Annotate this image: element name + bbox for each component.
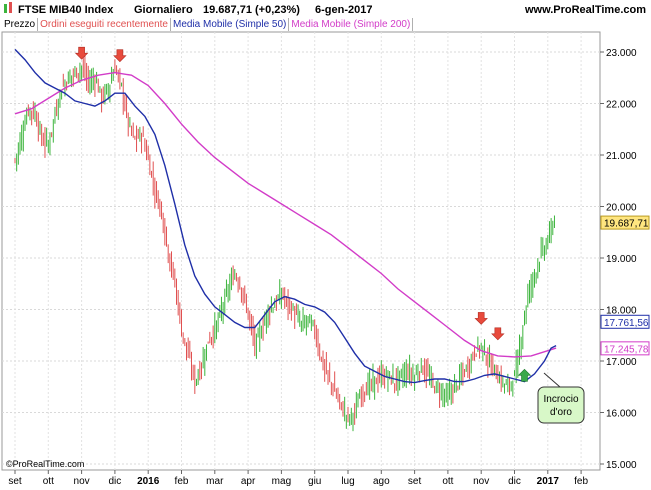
x-tick-label: feb bbox=[574, 476, 588, 487]
price-badge-box bbox=[600, 341, 650, 356]
y-tick-label: 19.000 bbox=[606, 254, 637, 265]
header-bar: FTSE MIB40 Index Giornaliero 19.687,71 (… bbox=[4, 2, 646, 16]
x-tick-label: 2017 bbox=[537, 476, 560, 487]
y-tick-label: 22.000 bbox=[606, 100, 637, 111]
x-tick-label: ago bbox=[373, 476, 390, 487]
x-axis: set ott nov dic 2016 feb mar apr mag giu lug ago set… bbox=[8, 470, 588, 487]
y-tick-label: 21.000 bbox=[606, 151, 637, 162]
instrument-name: FTSE MIB40 Index bbox=[18, 4, 114, 16]
price-badge-label: 17.245,78 bbox=[604, 344, 649, 355]
y-tick-label: 23.000 bbox=[606, 48, 637, 59]
price-badge-box bbox=[600, 314, 650, 329]
ma50-line bbox=[14, 48, 557, 384]
price-badges: 19.687,71 17.761,56 17.245,78 bbox=[600, 215, 650, 356]
annotation-pointer bbox=[543, 372, 561, 388]
site-label: www.ProRealTime.com bbox=[524, 4, 646, 16]
annotation-line2: d'oro bbox=[550, 407, 572, 418]
annotation-box bbox=[537, 386, 585, 424]
legend-bar: Prezzo Ordini eseguiti recentemente Media … bbox=[2, 18, 414, 31]
x-tick-label: mag bbox=[272, 476, 291, 487]
x-tick-label: feb bbox=[175, 476, 189, 487]
price-badge-label: 19.687,71 bbox=[604, 219, 649, 230]
golden-cross-annotation: Incrocio d'oro bbox=[537, 372, 585, 424]
price-candles bbox=[14, 55, 555, 432]
y-tick-label: 20.000 bbox=[606, 203, 637, 214]
x-tick-label: apr bbox=[241, 476, 256, 487]
quote-date: 6-gen-2017 bbox=[315, 4, 372, 16]
x-tick-label: ott bbox=[43, 476, 54, 487]
ma200-line bbox=[14, 71, 557, 358]
y-axis: 15.000 16.000 17.000 18.000 19.000 20.000 21.0… bbox=[600, 48, 637, 471]
x-tick-label: dic bbox=[508, 476, 521, 487]
legend-ma200[interactable]: Media Mobile (Simple 200) bbox=[289, 18, 414, 31]
x-tick-label: giu bbox=[308, 476, 321, 487]
x-tick-label: dic bbox=[109, 476, 122, 487]
x-tick-label: set bbox=[408, 476, 422, 487]
x-tick-label: mar bbox=[206, 476, 224, 487]
watermark: ©ProRealTime.com bbox=[6, 459, 84, 469]
x-tick-label: nov bbox=[473, 476, 489, 487]
legend-price[interactable]: Prezzo bbox=[2, 18, 39, 31]
plot-area bbox=[1, 31, 601, 471]
annotation-line1: Incrocio bbox=[543, 394, 578, 405]
last-quote: 19.687,71 (+0,23%) bbox=[203, 4, 300, 16]
sell-arrow-icon bbox=[474, 312, 488, 325]
x-tick-label: ott bbox=[442, 476, 453, 487]
candle-icon bbox=[4, 4, 7, 13]
sell-arrow-icon bbox=[74, 46, 89, 60]
chart-header: FTSE MIB40 Index Giornaliero 19.687,71 (… bbox=[0, 0, 651, 17]
price-badge-box bbox=[600, 215, 650, 230]
sell-arrow-icon bbox=[491, 327, 505, 341]
y-tick-label: 18.000 bbox=[606, 306, 637, 317]
y-tick-label: 17.000 bbox=[606, 357, 637, 368]
y-tick-label: 15.000 bbox=[606, 460, 637, 471]
order-arrows bbox=[74, 46, 532, 382]
legend-orders[interactable]: Ordini eseguiti recentemente bbox=[38, 18, 171, 31]
price-badge-label: 17.761,56 bbox=[604, 318, 649, 329]
candle-icon-2 bbox=[9, 2, 12, 13]
legend-ma50[interactable]: Media Mobile (Simple 50) bbox=[171, 18, 290, 31]
sell-arrow-icon bbox=[113, 49, 127, 63]
period-label: Giornaliero bbox=[134, 4, 193, 16]
x-tick-label: lug bbox=[341, 476, 354, 487]
buy-arrow-icon bbox=[517, 368, 532, 382]
y-tick-label: 16.000 bbox=[606, 409, 637, 420]
x-tick-label: set bbox=[8, 476, 22, 487]
x-tick-label: 2016 bbox=[137, 476, 160, 487]
x-tick-label: nov bbox=[74, 476, 90, 487]
